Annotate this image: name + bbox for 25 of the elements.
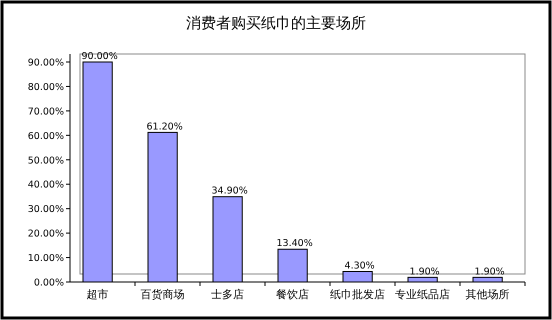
y-tick-label: 0.00% <box>34 278 64 288</box>
x-tick-label: 士多店 <box>211 288 244 301</box>
x-tick-label: 纸巾批发店 <box>330 288 386 301</box>
data-label: 34.90% <box>212 186 248 197</box>
y-tick-label: 10.00% <box>28 253 64 264</box>
x-tick-label: 其他场所 <box>466 288 510 301</box>
data-label: 1.90% <box>474 266 505 278</box>
x-tick-label: 超市 <box>86 288 109 301</box>
y-tick-label: 60.00% <box>28 130 64 142</box>
y-tick-label: 90.00% <box>28 58 64 68</box>
data-label: 4.30% <box>344 260 375 272</box>
y-tick-label: 30.00% <box>28 204 64 216</box>
x-tick-label: 百货商场 <box>140 288 185 301</box>
data-label: 1.90% <box>410 266 440 278</box>
x-tick-label: 专业纸品店 <box>395 288 450 301</box>
data-label: 13.40% <box>276 238 313 250</box>
data-label: 90.00% <box>82 51 118 62</box>
y-tick-label: 50.00% <box>28 155 64 166</box>
x-tick-label: 餐饮店 <box>276 288 310 301</box>
y-tick-label: 40.00% <box>28 180 64 191</box>
data-label: 61.20% <box>146 121 183 132</box>
y-tick-label: 70.00% <box>28 106 64 118</box>
y-tick-label: 20.00% <box>28 228 64 240</box>
chart-title: 消费者购买纸巾的主要场所 <box>186 14 366 32</box>
y-tick-label: 80.00% <box>28 82 64 93</box>
